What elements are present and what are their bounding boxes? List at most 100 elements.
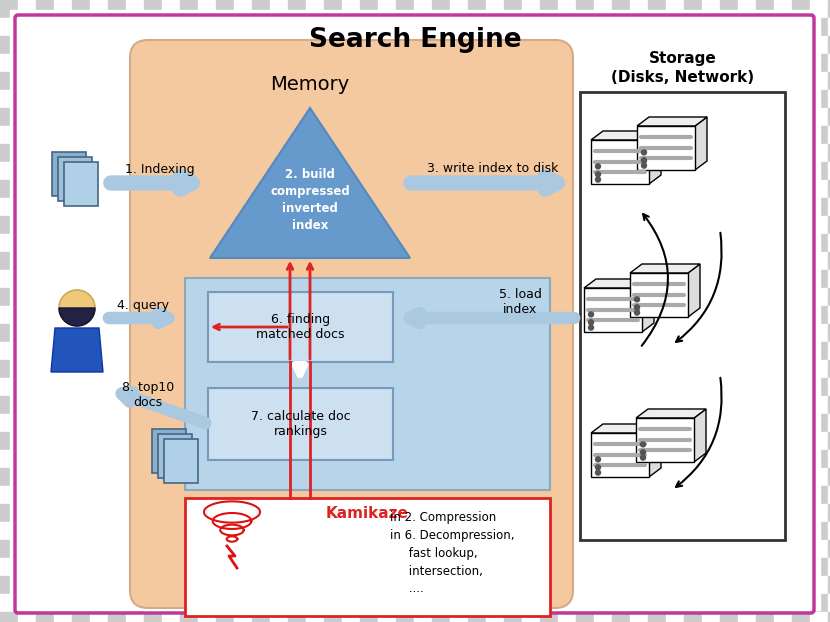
Bar: [180, 540, 198, 558]
Bar: [72, 450, 90, 468]
Bar: [0, 108, 18, 126]
Bar: [828, 594, 830, 612]
Bar: [828, 234, 830, 252]
Bar: [756, 234, 774, 252]
Bar: [216, 468, 234, 486]
Bar: [378, 234, 396, 252]
Bar: [576, 72, 594, 90]
Bar: [90, 72, 108, 90]
Bar: [630, 414, 648, 432]
Bar: [450, 558, 468, 576]
Bar: [432, 252, 450, 270]
Bar: [468, 90, 486, 108]
Bar: [234, 234, 252, 252]
Bar: [630, 0, 648, 18]
Bar: [666, 360, 684, 378]
Bar: [774, 288, 792, 306]
Bar: [558, 612, 576, 622]
Bar: [36, 0, 54, 18]
Bar: [576, 234, 594, 252]
Bar: [108, 612, 126, 622]
Bar: [612, 522, 630, 540]
Bar: [342, 432, 360, 450]
Bar: [612, 612, 630, 622]
Bar: [270, 216, 288, 234]
Bar: [36, 252, 54, 270]
Bar: [738, 522, 756, 540]
Bar: [612, 54, 630, 72]
Bar: [360, 126, 378, 144]
Bar: [720, 108, 738, 126]
Bar: [90, 432, 108, 450]
Bar: [288, 468, 306, 486]
Bar: [684, 540, 702, 558]
Bar: [72, 486, 90, 504]
Bar: [558, 360, 576, 378]
Bar: [612, 342, 630, 360]
Text: 2. build
compressed
inverted
index: 2. build compressed inverted index: [270, 168, 350, 232]
Bar: [414, 342, 432, 360]
Bar: [72, 198, 90, 216]
Bar: [216, 234, 234, 252]
Bar: [270, 396, 288, 414]
Bar: [738, 594, 756, 612]
Bar: [702, 360, 720, 378]
Bar: [576, 252, 594, 270]
Bar: [270, 162, 288, 180]
Bar: [432, 306, 450, 324]
Bar: [648, 522, 666, 540]
Bar: [108, 468, 126, 486]
Bar: [756, 558, 774, 576]
Bar: [522, 612, 540, 622]
Bar: [504, 540, 522, 558]
Bar: [234, 414, 252, 432]
Bar: [180, 360, 198, 378]
Bar: [450, 162, 468, 180]
Bar: [306, 612, 324, 622]
Bar: [828, 432, 830, 450]
Bar: [234, 90, 252, 108]
Bar: [288, 72, 306, 90]
Bar: [90, 126, 108, 144]
Bar: [288, 54, 306, 72]
Bar: [54, 36, 72, 54]
Bar: [108, 72, 126, 90]
Bar: [486, 288, 504, 306]
Bar: [756, 198, 774, 216]
Bar: [666, 0, 684, 18]
Bar: [792, 468, 810, 486]
Bar: [558, 144, 576, 162]
Bar: [72, 594, 90, 612]
Bar: [414, 504, 432, 522]
Bar: [360, 576, 378, 594]
Bar: [576, 54, 594, 72]
Bar: [396, 486, 414, 504]
Bar: [288, 486, 306, 504]
Bar: [360, 108, 378, 126]
Bar: [540, 540, 558, 558]
Bar: [468, 36, 486, 54]
Bar: [0, 18, 18, 36]
Bar: [792, 36, 810, 54]
Bar: [450, 126, 468, 144]
Bar: [0, 360, 18, 378]
Bar: [648, 144, 666, 162]
Bar: [648, 252, 666, 270]
Bar: [810, 540, 828, 558]
Bar: [738, 342, 756, 360]
Bar: [180, 252, 198, 270]
Bar: [684, 522, 702, 540]
Bar: [198, 486, 216, 504]
Bar: [432, 144, 450, 162]
Bar: [576, 360, 594, 378]
Bar: [702, 90, 720, 108]
Bar: [36, 198, 54, 216]
Bar: [270, 108, 288, 126]
Bar: [648, 360, 666, 378]
Bar: [720, 324, 738, 342]
Bar: [108, 162, 126, 180]
Bar: [792, 162, 810, 180]
Bar: [414, 324, 432, 342]
Bar: [702, 36, 720, 54]
Bar: [504, 180, 522, 198]
